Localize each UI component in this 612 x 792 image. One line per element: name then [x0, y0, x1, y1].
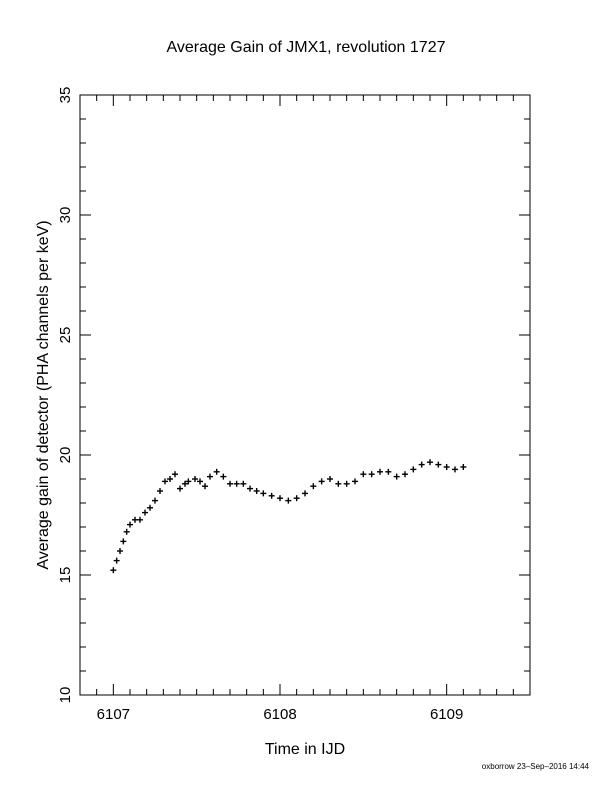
data-point	[110, 567, 117, 574]
data-point	[247, 485, 253, 492]
data-point	[167, 476, 173, 482]
data-point	[435, 461, 442, 468]
data-point	[207, 473, 213, 480]
data-point	[147, 504, 153, 511]
data-point	[452, 466, 458, 473]
plot-frame	[79, 94, 531, 696]
y-tick-label: 30	[57, 207, 74, 224]
data-point	[117, 548, 123, 554]
data-point	[233, 480, 240, 487]
data-point	[377, 468, 383, 475]
tick-marks	[79, 94, 531, 696]
data-point	[157, 488, 163, 494]
data-point	[192, 476, 198, 482]
data-point	[123, 528, 130, 535]
data-point	[310, 483, 317, 490]
x-tick-label: 6107	[97, 706, 130, 723]
y-tick-label: 10	[57, 687, 74, 704]
data-point	[402, 471, 408, 478]
y-axis-label: Average gain of detector (PHA channels p…	[35, 220, 52, 569]
data-point	[182, 480, 188, 487]
y-tick-label: 20	[57, 447, 74, 464]
y-tick-label: 35	[57, 87, 74, 104]
data-point	[177, 485, 183, 492]
data-point	[318, 478, 325, 485]
data-point	[213, 468, 220, 475]
data-point	[185, 478, 192, 485]
data-point	[127, 521, 133, 528]
data-point	[327, 476, 333, 482]
data-point	[227, 480, 233, 487]
data-point	[418, 461, 425, 468]
data-point	[113, 557, 120, 564]
data-point	[352, 478, 358, 485]
y-tick-label: 15	[57, 567, 74, 584]
y-tick-label: 25	[57, 327, 74, 344]
x-tick-label: 6108	[263, 706, 296, 723]
data-point	[293, 495, 300, 502]
data-point	[197, 478, 203, 485]
data-point	[162, 478, 168, 485]
data-point	[460, 464, 467, 470]
data-point	[142, 509, 148, 516]
data-point	[410, 466, 417, 473]
data-point	[277, 495, 283, 502]
data-points	[110, 459, 467, 574]
data-point	[260, 490, 267, 497]
data-point	[120, 538, 127, 545]
data-point	[202, 483, 208, 490]
data-point	[335, 480, 342, 487]
data-point	[302, 490, 308, 497]
data-point	[253, 488, 260, 494]
data-point	[368, 471, 375, 478]
data-point	[137, 516, 143, 523]
data-point	[443, 464, 450, 470]
plot-area	[79, 94, 531, 696]
data-point	[393, 473, 400, 480]
x-axis-label: Time in IJD	[265, 741, 345, 758]
footer-credit: oxborrow 23–Sep–2016 14:44	[482, 762, 590, 771]
x-tick-label: 6109	[430, 706, 463, 723]
data-point	[385, 468, 392, 475]
chart-title: Average Gain of JMX1, revolution 1727	[167, 39, 446, 56]
data-point	[152, 497, 158, 504]
data-point	[343, 480, 350, 487]
data-point	[268, 492, 275, 499]
data-point	[240, 480, 247, 487]
data-point	[172, 471, 178, 478]
tick-labels: 6107 6108 6109 10 15 20 25 30 35	[57, 87, 463, 723]
data-point	[360, 471, 367, 478]
data-point	[285, 497, 292, 504]
data-point	[220, 473, 227, 480]
data-point	[427, 459, 433, 466]
